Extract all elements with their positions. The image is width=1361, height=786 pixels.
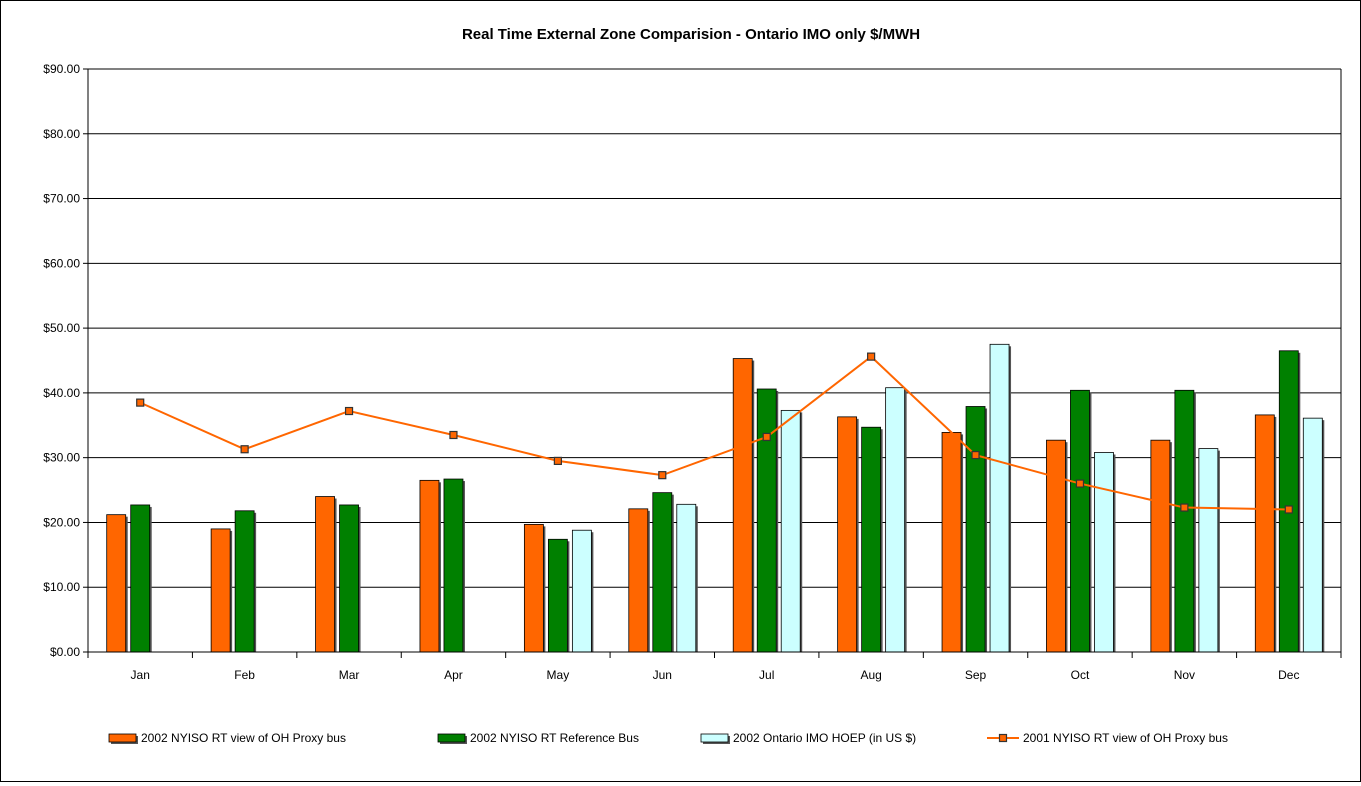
bar: [339, 504, 359, 653]
x-tick-label: Mar: [339, 668, 360, 682]
line-point: [762, 432, 771, 442]
legend: 2002 NYISO RT view of OH Proxy bus 2002 N…: [108, 731, 1228, 745]
x-tick-label: May: [547, 668, 570, 682]
gridlines: [88, 68, 1341, 588]
line-point: [1180, 503, 1189, 512]
legend-label: 2001 NYISO RT view of OH Proxy bus: [1023, 731, 1228, 745]
x-tick-label: Jan: [131, 668, 150, 682]
x-tick-label: Apr: [444, 668, 463, 682]
series-line: [139, 355, 1289, 511]
x-axis-ticks: Jan Feb Mar Apr May Jun Jul Aug Sep Oct Nov Dec: [87, 652, 1342, 682]
bar: [1198, 448, 1219, 653]
line-point: [867, 352, 876, 361]
bar: [885, 387, 906, 653]
bar: [1254, 414, 1275, 653]
line-point: [1284, 505, 1293, 514]
bar: [234, 510, 255, 653]
bar: [1150, 439, 1171, 653]
bar: [756, 388, 777, 653]
y-tick-label: $20.00: [43, 515, 80, 529]
bar: [1174, 389, 1195, 653]
bar: [130, 504, 151, 653]
line-series: [136, 352, 1293, 514]
line-point: [449, 430, 458, 440]
legend-swatch: [108, 733, 137, 743]
x-tick-label: Aug: [860, 668, 881, 682]
y-tick-label: $60.00: [43, 256, 80, 270]
bars: [106, 343, 1325, 653]
bar: [443, 478, 464, 653]
bar: [861, 426, 882, 653]
bar: [780, 409, 801, 653]
y-tick-label: $10.00: [43, 580, 80, 594]
legend-marker: [998, 733, 1008, 743]
bar: [628, 508, 649, 653]
legend-swatch: [700, 733, 729, 743]
bar: [652, 492, 673, 653]
bar: [837, 416, 858, 653]
line-point: [658, 471, 667, 480]
y-tick-label: $0.00: [50, 645, 80, 659]
y-tick-label: $30.00: [43, 451, 80, 465]
bar: [676, 503, 697, 653]
line-point: [136, 398, 145, 407]
legend-swatch: [437, 733, 466, 743]
y-tick-label: $70.00: [43, 192, 80, 206]
line-point: [344, 406, 354, 416]
bar: [1278, 350, 1299, 653]
line-point: [553, 456, 562, 466]
bar: [941, 432, 962, 653]
x-tick-label: Dec: [1278, 668, 1299, 682]
line-point: [240, 445, 249, 454]
y-tick-label: $50.00: [43, 321, 80, 335]
bar: [965, 406, 986, 653]
line-point: [1075, 479, 1085, 488]
x-tick-label: Sep: [965, 668, 987, 682]
chart-title: Real Time External Zone Comparision - On…: [462, 26, 920, 43]
y-axis-ticks: $0.00 $10.00 $20.00 $30.00 $40.00 $50.00 $60.0…: [43, 62, 88, 659]
bar: [989, 343, 1010, 653]
x-tick-label: Feb: [234, 668, 255, 682]
x-tick-label: Nov: [1174, 668, 1195, 682]
bar: [210, 528, 231, 653]
bar: [571, 529, 592, 653]
y-tick-label: $40.00: [43, 386, 80, 400]
bar: [1302, 417, 1323, 653]
bar: [1046, 439, 1066, 653]
bar: [523, 523, 544, 653]
line-point: [971, 450, 980, 460]
legend-label: 2002 Ontario IMO HOEP (in US $): [733, 731, 916, 745]
bar: [419, 479, 440, 653]
legend-label: 2002 NYISO RT view of OH Proxy bus: [141, 731, 346, 745]
x-tick-label: Jun: [653, 668, 672, 682]
x-tick-label: Oct: [1071, 668, 1090, 682]
bar: [315, 496, 335, 653]
bar: [1094, 452, 1114, 653]
y-tick-label: $80.00: [43, 127, 80, 141]
bar: [732, 358, 753, 653]
y-tick-label: $90.00: [43, 62, 80, 76]
bar: [547, 538, 568, 653]
bar: [106, 514, 127, 653]
bar: [1070, 389, 1090, 653]
x-tick-label: Jul: [759, 668, 774, 682]
legend-label: 2002 NYISO RT Reference Bus: [470, 731, 639, 745]
